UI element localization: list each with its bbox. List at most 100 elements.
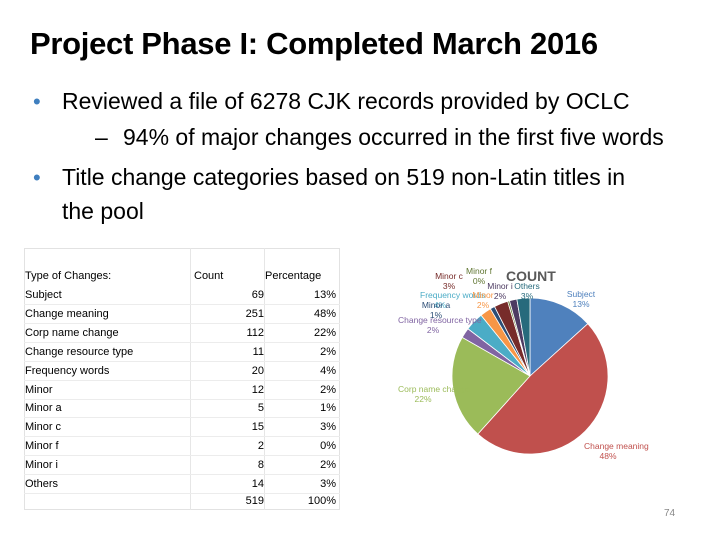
cell-percentage: 2% — [320, 383, 336, 396]
cell-percentage: 22% — [313, 326, 336, 339]
pie-label-frequency-words: Frequency words 4% — [420, 290, 486, 310]
cell-type: Frequency words — [25, 364, 110, 377]
table-row-divider — [24, 398, 340, 400]
cell-count: 251 — [245, 307, 264, 320]
table-frame — [24, 248, 340, 510]
pie-label-minor: Minor 2% — [468, 290, 498, 310]
pie-label-subject: Subject 13% — [556, 289, 606, 309]
cell-percentage: 1% — [320, 402, 336, 415]
cell-count: 69 — [251, 289, 264, 301]
cell-percentage: 0% — [320, 440, 336, 453]
cell-type: Minor a — [25, 402, 62, 415]
pie-label-percent: 4% — [433, 300, 447, 310]
pie-label-percent: 2% — [493, 291, 507, 301]
pie-label-percent: 2% — [426, 325, 440, 335]
cell-type: Minor c — [25, 421, 62, 434]
pie-label-percent: 48% — [599, 451, 617, 461]
cell-type: Subject — [25, 289, 62, 301]
cell-percentage: 3% — [320, 421, 336, 434]
pie-label-name: Minor — [472, 290, 494, 300]
pie-slice-change-meaning — [477, 323, 609, 455]
table-row-divider — [24, 341, 340, 343]
bullet-item-2-continued: the pool — [62, 198, 144, 224]
cell-percentage: 48% — [313, 307, 336, 320]
table-divider — [190, 248, 191, 510]
table-row-divider — [24, 417, 340, 419]
cell-percentage: 4% — [320, 364, 336, 377]
changes-table: Type of Changes: Count Percentage Subjec… — [24, 248, 340, 510]
cell-type: Minor i — [25, 459, 59, 472]
pie-label-percent: 3% — [520, 291, 534, 301]
header-type: Type of Changes: — [25, 270, 112, 282]
pie-label-percent: 3% — [442, 281, 456, 291]
total-count: 519 — [245, 495, 264, 507]
table-row-divider — [24, 436, 340, 438]
pie-label-name: Minor f — [466, 266, 492, 276]
cell-count: 2 — [257, 440, 264, 453]
pie-label-minor-c: Minor c 3% — [432, 271, 466, 291]
table-row-divider — [24, 360, 340, 362]
total-percentage: 100% — [307, 495, 336, 507]
pie-label-name: Corp name change — [398, 384, 471, 394]
pie-label-name: Frequency words — [420, 290, 486, 300]
pie-label-name: Minor c — [435, 271, 463, 281]
cell-type: Others — [25, 478, 59, 490]
bullet-icon: • — [33, 165, 41, 190]
sub-bullet-item-1: 94% of major changes occurred in the fir… — [123, 124, 664, 150]
pie-label-change-meaning: Change meaning 48% — [584, 441, 649, 461]
cell-percentage: 2% — [320, 345, 336, 358]
cell-percentage: 3% — [320, 478, 336, 490]
cell-percentage: 2% — [320, 459, 336, 472]
pie-label-percent: 13% — [572, 299, 590, 309]
header-count: Count — [194, 270, 224, 282]
pie-label-minor-a: Minor a 1% — [418, 300, 454, 320]
pie-label-change-resource-type: Change resource type 2% — [398, 315, 482, 335]
cell-type: Change meaning — [25, 307, 109, 320]
pie-label-others: Others 3% — [509, 281, 545, 301]
bullet-item-1: Reviewed a file of 6278 CJK records prov… — [62, 88, 630, 114]
pie-label-minor-f: Minor f 0% — [464, 266, 494, 286]
pie-label-name: Minor i — [487, 281, 513, 291]
cell-count: 14 — [251, 478, 264, 490]
pie-label-name: Others — [514, 281, 540, 291]
pie-label-percent: 2% — [476, 300, 490, 310]
pie-slice-corp-name-change — [451, 336, 531, 435]
header-percentage: Percentage — [265, 270, 322, 282]
table-row-divider — [24, 455, 340, 457]
pie-slice-others — [516, 297, 531, 377]
count-pie-chart — [451, 297, 609, 455]
cell-count: 11 — [252, 345, 264, 358]
cell-count: 5 — [257, 402, 264, 415]
cell-type: Minor — [25, 383, 53, 396]
page-number: 74 — [664, 508, 676, 519]
cell-type: Minor f — [25, 440, 59, 453]
table-row-divider — [24, 493, 340, 494]
pie-label-name: Subject — [566, 289, 596, 299]
cell-type: Corp name change — [25, 326, 119, 339]
table-row-divider — [24, 474, 340, 476]
chart-title: COUNT — [506, 268, 556, 284]
pie-label-minor-i: Minor i 2% — [484, 281, 516, 301]
pie-label-name: Change resource type — [398, 315, 482, 325]
pie-slice-subject — [529, 297, 589, 377]
pie-label-percent: 0% — [472, 276, 486, 286]
pie-label-corp-name-change: Corp name change 22% — [398, 384, 471, 404]
table-row-divider — [24, 304, 340, 305]
cell-percentage: 13% — [313, 289, 336, 301]
cell-count: 112 — [246, 326, 264, 339]
dash-icon: – — [95, 124, 108, 150]
cell-count: 8 — [257, 459, 264, 472]
table-divider — [264, 248, 265, 510]
pie-label-name: Minor a — [421, 300, 451, 310]
pie-label-percent: 22% — [414, 394, 432, 404]
table-row-divider — [24, 322, 340, 324]
table-row-divider — [24, 379, 340, 381]
cell-type: Change resource type — [25, 345, 134, 358]
cell-count: 12 — [251, 383, 264, 396]
pie-label-name: Change meaning — [584, 441, 649, 451]
slide-title: Project Phase I: Completed March 2016 — [30, 26, 598, 61]
pie-label-percent: 1% — [429, 310, 443, 320]
cell-count: 15 — [251, 421, 264, 434]
bullet-item-2: Title change categories based on 519 non… — [62, 164, 626, 190]
bullet-icon: • — [33, 89, 41, 114]
